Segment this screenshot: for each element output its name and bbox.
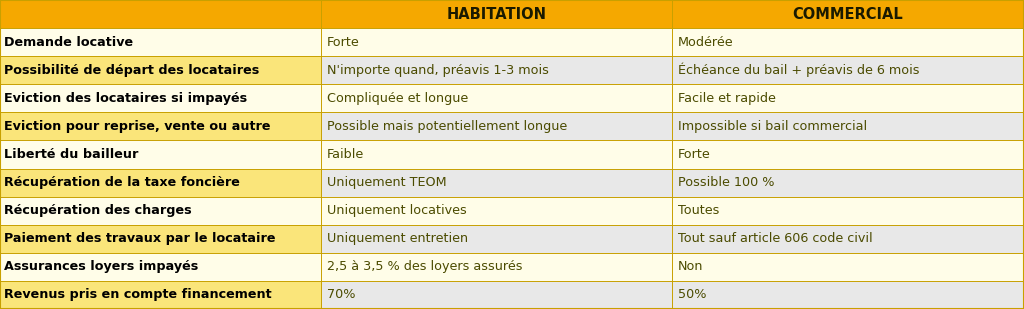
FancyBboxPatch shape	[672, 28, 1024, 56]
FancyBboxPatch shape	[672, 253, 1024, 281]
FancyBboxPatch shape	[0, 281, 321, 309]
Text: Eviction pour reprise, vente ou autre: Eviction pour reprise, vente ou autre	[4, 120, 270, 133]
FancyBboxPatch shape	[321, 28, 672, 56]
Text: 2,5 à 3,5 % des loyers assurés: 2,5 à 3,5 % des loyers assurés	[327, 260, 522, 273]
FancyBboxPatch shape	[0, 197, 321, 225]
Text: Toutes: Toutes	[678, 204, 719, 217]
FancyBboxPatch shape	[321, 84, 672, 112]
FancyBboxPatch shape	[0, 112, 321, 141]
FancyBboxPatch shape	[672, 197, 1024, 225]
Text: Récupération des charges: Récupération des charges	[4, 204, 191, 217]
FancyBboxPatch shape	[321, 281, 672, 309]
Text: Paiement des travaux par le locataire: Paiement des travaux par le locataire	[4, 232, 275, 245]
Text: Demande locative: Demande locative	[4, 36, 133, 49]
FancyBboxPatch shape	[321, 253, 672, 281]
FancyBboxPatch shape	[672, 56, 1024, 84]
FancyBboxPatch shape	[0, 28, 321, 56]
Text: Revenus pris en compte financement: Revenus pris en compte financement	[4, 289, 271, 302]
FancyBboxPatch shape	[321, 141, 672, 168]
FancyBboxPatch shape	[672, 141, 1024, 168]
Text: 70%: 70%	[327, 289, 355, 302]
Text: HABITATION: HABITATION	[446, 6, 546, 22]
Text: Assurances loyers impayés: Assurances loyers impayés	[4, 260, 199, 273]
Text: Possibilité de départ des locataires: Possibilité de départ des locataires	[4, 64, 259, 77]
FancyBboxPatch shape	[321, 225, 672, 253]
FancyBboxPatch shape	[672, 112, 1024, 141]
FancyBboxPatch shape	[672, 281, 1024, 309]
Text: Non: Non	[678, 260, 703, 273]
Text: COMMERCIAL: COMMERCIAL	[793, 6, 903, 22]
FancyBboxPatch shape	[672, 225, 1024, 253]
Text: Possible 100 %: Possible 100 %	[678, 176, 774, 189]
FancyBboxPatch shape	[0, 141, 321, 168]
FancyBboxPatch shape	[672, 168, 1024, 197]
FancyBboxPatch shape	[0, 84, 321, 112]
Text: Faible: Faible	[327, 148, 364, 161]
FancyBboxPatch shape	[321, 197, 672, 225]
FancyBboxPatch shape	[0, 225, 321, 253]
FancyBboxPatch shape	[321, 112, 672, 141]
Text: 50%: 50%	[678, 289, 707, 302]
FancyBboxPatch shape	[0, 253, 321, 281]
FancyBboxPatch shape	[0, 56, 321, 84]
FancyBboxPatch shape	[321, 56, 672, 84]
Text: Facile et rapide: Facile et rapide	[678, 92, 776, 105]
Text: Compliquée et longue: Compliquée et longue	[327, 92, 468, 105]
Text: Modérée: Modérée	[678, 36, 733, 49]
FancyBboxPatch shape	[672, 84, 1024, 112]
Text: Impossible si bail commercial: Impossible si bail commercial	[678, 120, 867, 133]
Text: Uniquement locatives: Uniquement locatives	[327, 204, 466, 217]
Text: Uniquement entretien: Uniquement entretien	[327, 232, 468, 245]
Text: Uniquement TEOM: Uniquement TEOM	[327, 176, 446, 189]
Text: Tout sauf article 606 code civil: Tout sauf article 606 code civil	[678, 232, 872, 245]
Text: Eviction des locataires si impayés: Eviction des locataires si impayés	[4, 92, 247, 105]
FancyBboxPatch shape	[0, 0, 1024, 28]
Text: Possible mais potentiellement longue: Possible mais potentiellement longue	[327, 120, 567, 133]
Text: N'importe quand, préavis 1-3 mois: N'importe quand, préavis 1-3 mois	[327, 64, 549, 77]
Text: Forte: Forte	[327, 36, 359, 49]
FancyBboxPatch shape	[0, 168, 321, 197]
FancyBboxPatch shape	[321, 168, 672, 197]
Text: Forte: Forte	[678, 148, 711, 161]
Text: Récupération de la taxe foncière: Récupération de la taxe foncière	[4, 176, 240, 189]
Text: Liberté du bailleur: Liberté du bailleur	[4, 148, 138, 161]
Text: Échéance du bail + préavis de 6 mois: Échéance du bail + préavis de 6 mois	[678, 63, 920, 78]
